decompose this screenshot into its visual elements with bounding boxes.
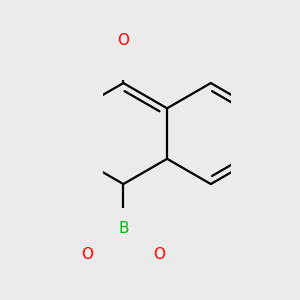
Text: O: O: [117, 33, 129, 48]
Text: O: O: [81, 247, 93, 262]
Text: O: O: [81, 247, 93, 262]
Text: O: O: [153, 247, 165, 262]
Text: O: O: [117, 33, 129, 48]
Text: B: B: [118, 221, 129, 236]
Text: O: O: [153, 247, 165, 262]
Text: B: B: [118, 221, 129, 236]
